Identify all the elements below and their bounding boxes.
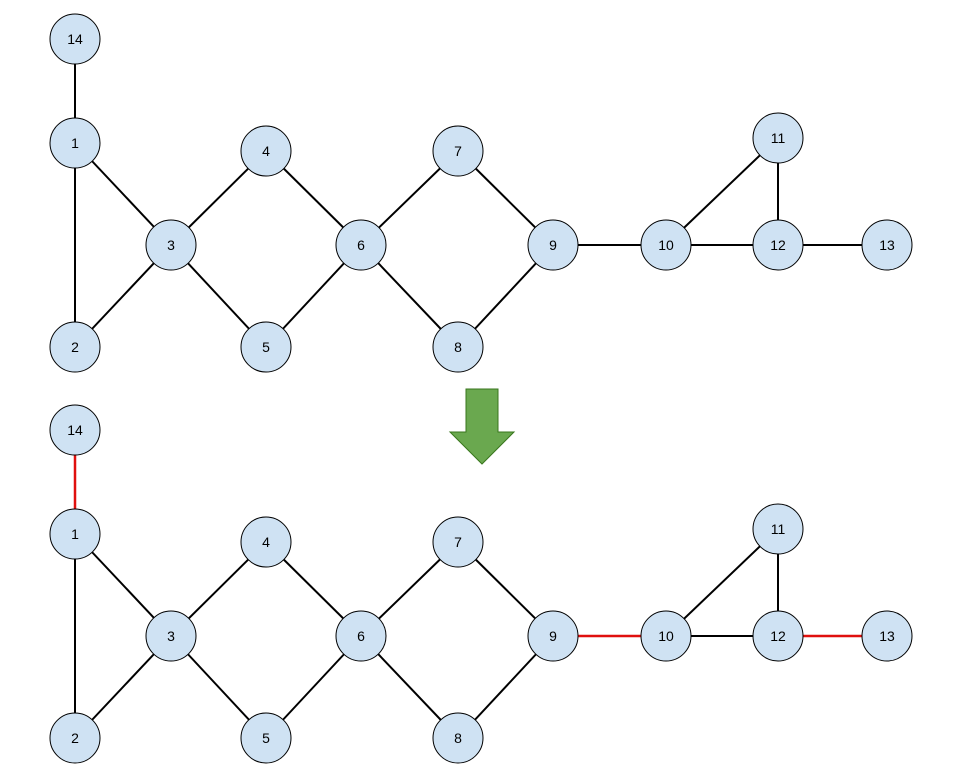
node-7: 7	[432, 125, 484, 177]
node-label: 3	[167, 237, 175, 253]
node-circle	[861, 610, 913, 662]
node-circle	[49, 712, 101, 764]
node-label: 2	[71, 730, 79, 746]
node-label: 13	[879, 237, 895, 253]
node-label: 11	[771, 521, 786, 537]
node-10: 10	[640, 219, 692, 271]
node-circle	[240, 125, 292, 177]
node-4: 4	[240, 516, 292, 568]
node-11: 11	[752, 503, 804, 555]
node-label: 7	[454, 534, 462, 550]
node-8: 8	[432, 321, 484, 373]
node-circle	[432, 125, 484, 177]
node-circle	[640, 610, 692, 662]
node-circle	[640, 219, 692, 271]
node-5: 5	[240, 321, 292, 373]
node-circle	[752, 503, 804, 555]
arrow-shape	[448, 388, 516, 465]
node-circle	[861, 219, 913, 271]
edge-layer	[73, 430, 887, 739]
node-label: 3	[167, 628, 175, 644]
node-circle	[49, 13, 101, 65]
node-label: 12	[770, 628, 786, 644]
node-label: 10	[658, 237, 674, 253]
node-label: 12	[770, 237, 786, 253]
node-circle	[752, 610, 804, 662]
node-circle	[752, 219, 804, 271]
edge-10-11	[665, 528, 779, 637]
node-14: 14	[49, 13, 101, 65]
node-label: 4	[262, 534, 270, 550]
node-6: 6	[335, 219, 387, 271]
edge-layer	[74, 39, 887, 348]
node-10: 10	[640, 610, 692, 662]
node-label: 14	[67, 31, 83, 47]
node-label: 4	[262, 143, 270, 159]
node-circle	[240, 712, 292, 764]
node-label: 1	[71, 526, 79, 542]
node-11: 11	[752, 112, 804, 164]
node-circle	[432, 516, 484, 568]
node-2: 2	[49, 712, 101, 764]
node-circle	[335, 219, 387, 271]
node-label: 9	[549, 237, 557, 253]
node-label: 5	[262, 339, 270, 355]
node-4: 4	[240, 125, 292, 177]
node-9: 9	[527, 219, 579, 271]
node-label: 10	[658, 628, 674, 644]
node-12: 12	[752, 219, 804, 271]
node-1: 1	[49, 508, 101, 560]
node-circle	[335, 610, 387, 662]
node-circle	[49, 404, 101, 456]
node-label: 8	[454, 730, 462, 746]
node-label: 5	[262, 730, 270, 746]
node-8: 8	[432, 712, 484, 764]
node-label: 1	[71, 135, 79, 151]
node-13: 13	[861, 610, 913, 662]
node-circle	[527, 219, 579, 271]
node-circle	[240, 321, 292, 373]
node-circle	[145, 219, 197, 271]
node-14: 14	[49, 404, 101, 456]
node-circle	[49, 508, 101, 560]
node-9: 9	[527, 610, 579, 662]
node-label: 6	[357, 628, 365, 644]
node-circle	[432, 712, 484, 764]
node-circle	[49, 117, 101, 169]
node-circle	[240, 516, 292, 568]
node-label: 7	[454, 143, 462, 159]
node-2: 2	[49, 321, 101, 373]
node-3: 3	[145, 219, 197, 271]
node-circle	[49, 321, 101, 373]
node-label: 9	[549, 628, 557, 644]
node-circle	[145, 610, 197, 662]
node-circle	[527, 610, 579, 662]
down-arrow-icon	[448, 388, 516, 465]
edge-10-11	[665, 137, 779, 246]
node-label: 11	[771, 130, 786, 146]
node-label: 13	[879, 628, 895, 644]
node-3: 3	[145, 610, 197, 662]
node-circle	[752, 112, 804, 164]
node-6: 6	[335, 610, 387, 662]
node-label: 8	[454, 339, 462, 355]
node-7: 7	[432, 516, 484, 568]
node-5: 5	[240, 712, 292, 764]
node-1: 1	[49, 117, 101, 169]
node-circle	[432, 321, 484, 373]
node-13: 13	[861, 219, 913, 271]
node-label: 2	[71, 339, 79, 355]
node-label: 6	[357, 237, 365, 253]
node-12: 12	[752, 610, 804, 662]
node-label: 14	[67, 422, 83, 438]
